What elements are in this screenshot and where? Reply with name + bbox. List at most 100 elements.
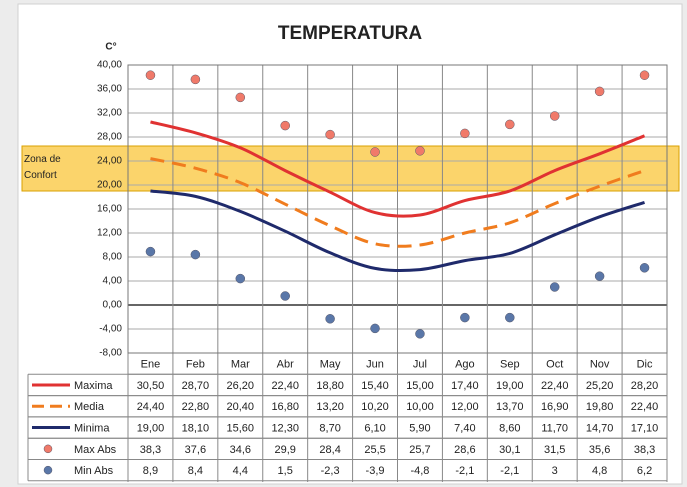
table-cell: 15,00 [406, 380, 434, 392]
comfort-zone [21, 145, 680, 192]
y-tick-label: 8,00 [103, 252, 123, 263]
marker [325, 129, 335, 140]
x-tick-label: May [320, 359, 341, 371]
marker [235, 273, 246, 284]
marker [370, 147, 380, 157]
legend-label: Maxima [74, 380, 113, 392]
x-tick-label: Abr [277, 359, 294, 371]
table-cell: 8,9 [143, 465, 158, 477]
comfort-zone-box: Zona de Confort [24, 153, 61, 181]
table-cell: 25,5 [364, 444, 385, 456]
table-cell: -2,1 [500, 465, 519, 477]
marker [145, 70, 156, 80]
table-cell: 28,4 [319, 444, 340, 456]
y-tick-label: 40,00 [97, 60, 122, 71]
table-cell: 22,40 [541, 380, 569, 392]
legend-label: Minima [74, 422, 110, 434]
table-cell: 8,60 [499, 422, 520, 434]
table-cell: 17,10 [631, 422, 659, 434]
table-cell: 34,6 [230, 444, 251, 456]
table-cell: 18,10 [182, 422, 210, 434]
line-series [150, 157, 646, 248]
comfort-zone-label: Zona de Confort [24, 153, 61, 181]
table-cell: 14,70 [586, 422, 614, 434]
table-cell: 28,70 [182, 380, 210, 392]
marker [370, 323, 380, 334]
line-series [150, 189, 645, 273]
table-cell: 15,40 [361, 380, 389, 392]
x-tick-label: Nov [590, 359, 610, 371]
y-tick-label: 36,00 [97, 84, 122, 95]
table-cell: 4,4 [233, 465, 248, 477]
table-cell: -4,8 [410, 465, 429, 477]
table-cell: 17,40 [451, 380, 479, 392]
x-tick-label: Sep [500, 359, 520, 371]
table-cell: 29,9 [274, 444, 295, 456]
table-cell: 13,70 [496, 401, 524, 413]
marker [460, 312, 470, 323]
table-cell: 6,2 [637, 465, 652, 477]
marker [549, 282, 560, 292]
marker [190, 249, 201, 260]
plot-frame [127, 64, 668, 354]
table-cell: 30,50 [137, 380, 165, 392]
table-cell: 30,1 [499, 444, 520, 456]
y-tick-label: 24,00 [97, 156, 122, 167]
table-cell: 26,20 [227, 380, 255, 392]
table-cell: 3 [552, 465, 558, 477]
legend-label: Max Abs [74, 444, 117, 456]
marker [145, 246, 156, 257]
table-cell: 7,40 [454, 422, 475, 434]
table-cell: 35,6 [589, 444, 610, 456]
legend-label: Media [74, 401, 105, 413]
y-tick-label: 0,00 [103, 300, 123, 311]
y-tick-label: 12,00 [97, 228, 122, 239]
marker [235, 92, 246, 103]
line-series [150, 120, 646, 218]
marker [325, 314, 335, 324]
marker [594, 86, 605, 97]
x-tick-label: Feb [186, 359, 205, 371]
marker [415, 146, 425, 156]
table-cell: 24,40 [137, 401, 165, 413]
marker [505, 312, 515, 323]
x-tick-label: Jul [413, 359, 427, 371]
y-tick-label: 16,00 [97, 204, 122, 215]
x-tick-label: Ago [455, 359, 475, 371]
table-cell: 25,20 [586, 380, 614, 392]
table-cell: 8,70 [319, 422, 340, 434]
table-cell: 25,7 [409, 444, 430, 456]
marker [505, 119, 515, 130]
table-cell: 22,40 [631, 401, 659, 413]
table-cell: 38,3 [140, 444, 161, 456]
table-cell: 5,90 [409, 422, 430, 434]
table-cell: -2,1 [455, 465, 474, 477]
table-cell: 16,80 [271, 401, 299, 413]
legend-marker [43, 465, 53, 475]
table-cell: 13,20 [316, 401, 344, 413]
y-axis-label: C° [105, 42, 116, 53]
x-tick-label: Oct [546, 359, 563, 371]
marker [639, 70, 650, 80]
table-cell: 6,10 [364, 422, 385, 434]
table-cell: 31,5 [544, 444, 565, 456]
x-tick-label: Jun [366, 359, 384, 371]
table-cell: 12,00 [451, 401, 479, 413]
marker [280, 291, 290, 301]
table-cell: 19,00 [496, 380, 524, 392]
table-cell: 19,00 [137, 422, 165, 434]
marker [549, 111, 560, 121]
table-cell: 15,60 [227, 422, 255, 434]
y-tick-label: 28,00 [97, 132, 122, 143]
table-cell: -3,9 [366, 465, 385, 477]
y-tick-label: 32,00 [97, 108, 122, 119]
table-cell: 8,4 [188, 465, 203, 477]
panel [17, 3, 683, 485]
table-cell: 12,30 [271, 422, 299, 434]
table-cell: 16,90 [541, 401, 569, 413]
table-cell: 37,6 [185, 444, 206, 456]
chart-title: TEMPERATURA [278, 23, 423, 44]
x-tick-label: Mar [231, 359, 250, 371]
marker [639, 263, 650, 273]
table-cell: -2,3 [321, 465, 340, 477]
